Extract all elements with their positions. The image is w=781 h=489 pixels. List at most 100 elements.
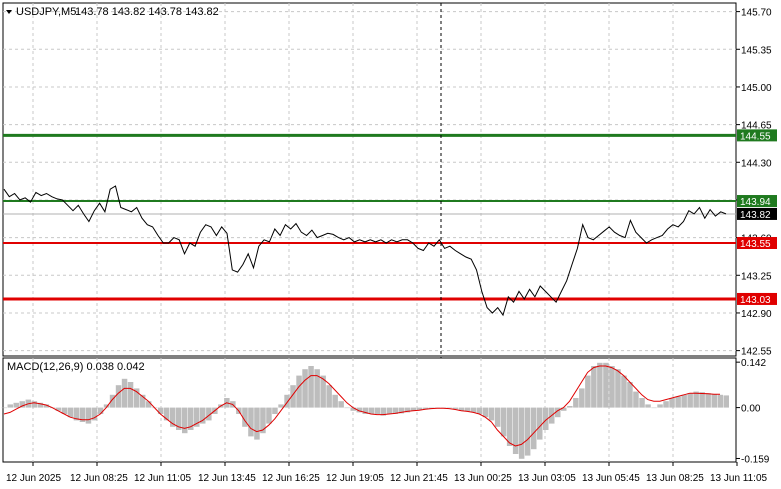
macd-bar [524,407,531,456]
macd-bar [103,404,110,408]
macd-bar [19,401,25,408]
macd-bar [254,407,260,440]
price-tick-label: 144.65 [741,121,772,132]
current-price-box [737,207,777,220]
macd-bar [73,407,80,421]
macd-bar [597,362,603,408]
level-label-box [737,195,777,208]
macd-bar [242,407,248,427]
macd-bar [302,369,308,408]
macd-bar [248,407,254,437]
symbol-label: USDJPY,M5 [16,6,76,18]
macd-bar [446,407,453,409]
price-tick-label: 145.00 [741,83,772,94]
price-tick-label: 142.90 [741,309,772,320]
macd-bar [531,407,537,450]
macd-tick-label: 0.142 [741,358,766,369]
level-label-box [737,236,777,249]
macd-bar [127,382,134,408]
macd-bar [615,369,621,408]
macd-bar [687,393,693,408]
macd-bar [200,407,206,424]
macd-bar [386,407,393,414]
macd-bar [139,394,146,408]
macd-bar [717,394,723,408]
macd-bar [723,395,729,408]
macd-bar [91,407,98,421]
macd-bar [85,407,92,424]
macd-bar [543,407,549,430]
macd-bar [350,407,356,411]
time-tick-label: 12 Jun 16:25 [262,473,320,484]
macd-bar [145,401,152,408]
price-panel[interactable] [2,2,737,357]
macd-bar [121,378,128,408]
macd-bar [585,375,591,408]
price-levels [3,133,736,301]
time-axis: 12 Jun 2025 12 Jun 08:25 12 Jun 11:05 12 Ju… [6,462,768,484]
level-label-text: 143.94 [740,197,771,208]
level-label-box [737,129,777,142]
macd-bar [284,394,290,408]
time-tick-label: 12 Jun 11:05 [134,473,192,484]
macd-bar [561,407,567,411]
macd-bar [308,366,314,408]
macd-bar [537,407,543,440]
macd-bar [675,396,681,408]
macd-bar [603,362,609,408]
time-tick-label: 13 Jun 11:05 [710,473,768,484]
macd-bar [681,394,687,408]
macd-bar [109,394,116,408]
macd-bar [206,407,212,421]
macd-bar [79,407,86,422]
price-tick-label: 143.25 [741,271,772,282]
macd-bar [61,407,68,414]
macd-bar [272,407,278,414]
macd-bar [452,407,459,410]
macd-bar [380,407,386,416]
macd-bar [657,404,663,408]
macd-bar [488,407,495,421]
time-tick-label: 13 Jun 08:25 [646,473,704,484]
macd-bar [374,407,380,414]
macd-bar [278,404,284,408]
macd-bar [416,407,423,411]
time-tick-label: 12 Jun 13:45 [198,473,256,484]
time-tick-label: 13 Jun 00:25 [454,473,512,484]
support-level-label: 143.55 [737,236,777,250]
macd-bar [663,401,669,408]
macd-bar [633,391,639,408]
macd-bar [645,404,651,408]
macd-bar [97,407,104,414]
macd-bar [693,391,699,408]
time-tick-label: 12 Jun 08:25 [70,473,128,484]
macd-tick-label: -0.159 [741,454,770,465]
macd-bar [512,407,519,454]
macd-bar [494,407,501,427]
macd-bar [482,407,489,418]
level-label-text: 143.55 [740,239,771,250]
macd-bar [621,375,627,408]
macd-bar [163,407,170,421]
price-tick-label: 142.55 [741,347,772,358]
macd-bar [555,407,561,418]
macd-bar [356,407,362,413]
macd-bar [476,407,483,414]
support-level-label: 143.03 [737,292,777,306]
macd-histogram [1,362,729,459]
macd-bar [651,407,657,409]
time-tick-label: 13 Jun 05:45 [582,473,640,484]
macd-bar [410,407,417,411]
macd-bar [573,398,579,408]
macd-bar [627,382,633,408]
ohlc-values: 143.78 143.82 143.78 143.82 [75,6,219,18]
level-label-box [737,292,777,305]
symbol-dropdown-icon[interactable] [6,10,12,14]
macd-bar [398,407,405,414]
macd-bar [368,407,374,414]
macd-bar [266,407,272,424]
price-tick-label: 145.35 [741,45,772,56]
current-price-label: 143.82 [737,207,777,221]
macd-label: MACD(12,26,9) 0.038 0.042 [7,361,145,373]
